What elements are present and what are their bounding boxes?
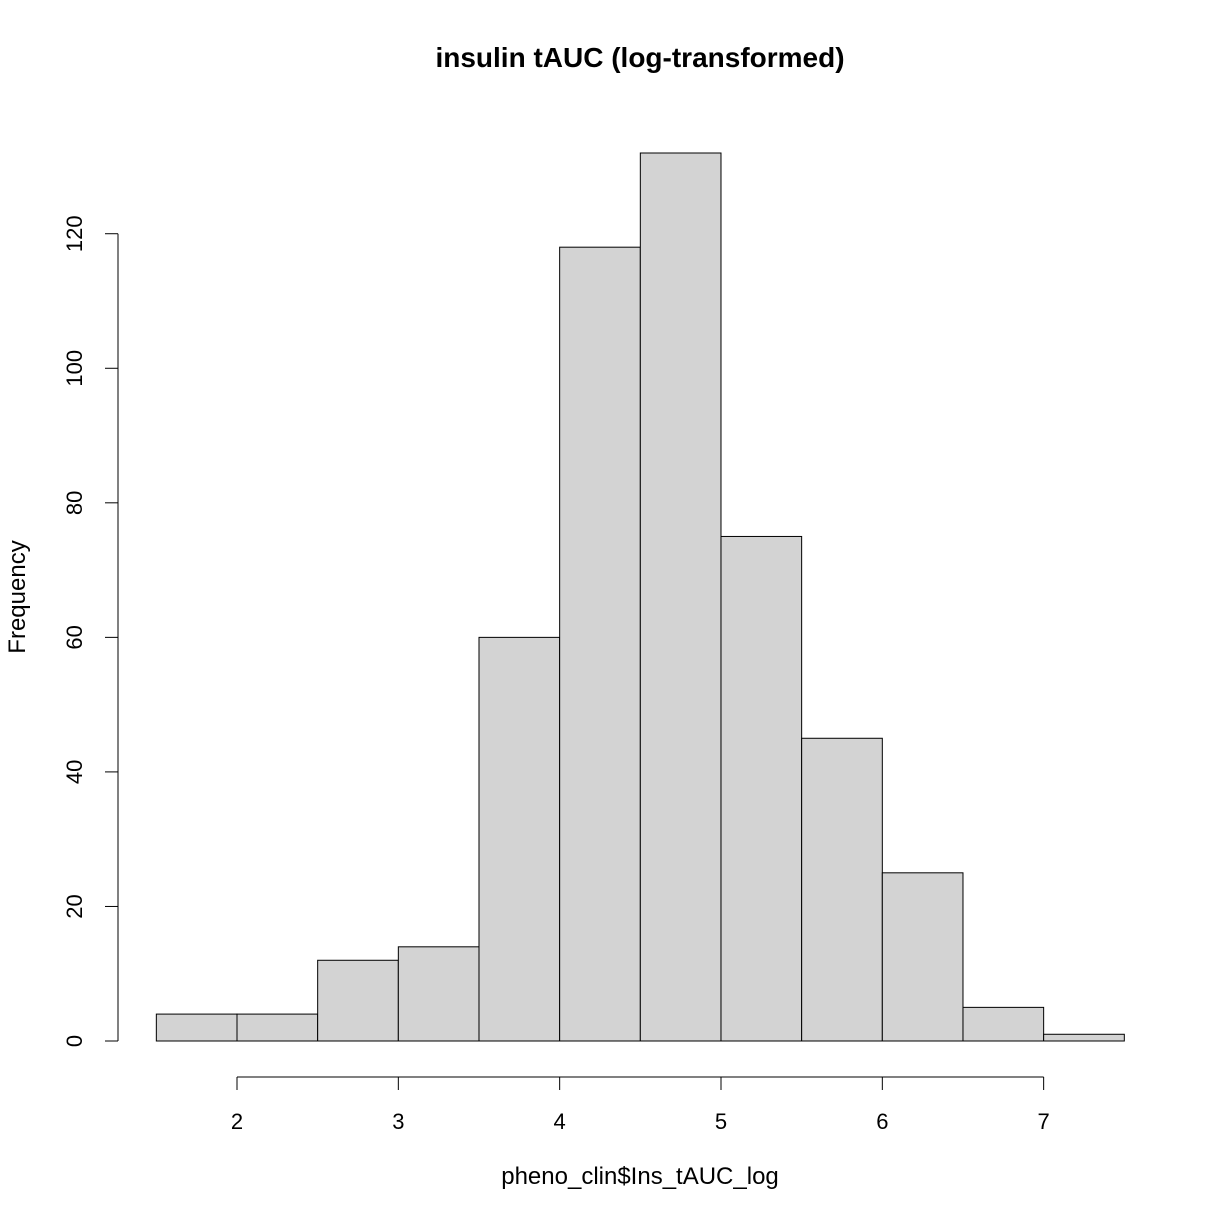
x-tick-label: 2 [231, 1109, 243, 1134]
x-tick-label: 5 [715, 1109, 727, 1134]
y-tick-label: 60 [62, 625, 87, 649]
histogram-bar [801, 737, 883, 1042]
histogram-bar [155, 1013, 238, 1042]
y-tick-label: 120 [62, 215, 87, 252]
x-tick-label: 3 [392, 1109, 404, 1134]
y-axis: 0 20 40 60 80 100 120 [62, 215, 119, 1047]
y-tick-label: 20 [62, 894, 87, 918]
y-tick-label: 40 [62, 760, 87, 784]
y-tick-label: 80 [62, 491, 87, 515]
histogram-bar [639, 152, 722, 1042]
bars-group [155, 152, 1125, 1042]
histogram-bar [1043, 1033, 1125, 1042]
x-axis-label: pheno_clin$Ins_tAUC_log [501, 1163, 779, 1190]
y-axis-label: Frequency [4, 540, 31, 654]
x-tick-label: 7 [1038, 1109, 1050, 1134]
histogram-bar [559, 246, 641, 1042]
histogram-bar [478, 636, 561, 1042]
histogram-bar [236, 1013, 319, 1042]
histogram-bar [397, 946, 480, 1042]
y-tick-label: 0 [62, 1035, 87, 1047]
x-axis: 2 3 4 5 6 7 [231, 1076, 1050, 1134]
histogram-bar [881, 872, 964, 1042]
x-tick-label: 4 [554, 1109, 566, 1134]
chart-title: insulin tAUC (log-transformed) [435, 42, 845, 73]
y-tick-label: 100 [62, 350, 87, 387]
histogram-bar [317, 959, 399, 1042]
histogram-bar [962, 1006, 1045, 1042]
histogram-bar [720, 535, 803, 1042]
x-tick-label: 6 [876, 1109, 888, 1134]
